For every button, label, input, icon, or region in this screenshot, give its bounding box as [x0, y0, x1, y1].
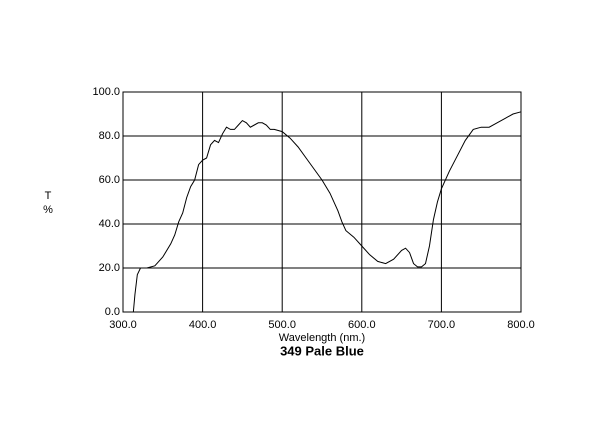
chart-title: 349 Pale Blue: [280, 343, 364, 358]
y-axis-label: T: [45, 190, 52, 202]
y-tick-label: 20.0: [99, 262, 120, 274]
x-axis-label: Wavelength (nm.): [279, 332, 365, 344]
plot-area: [122, 91, 522, 313]
y-tick-label: 40.0: [99, 218, 120, 230]
x-tick-label: 400.0: [189, 319, 217, 331]
x-tick-label: 300.0: [109, 319, 137, 331]
y-tick-label: 60.0: [99, 174, 120, 186]
x-tick-label: 800.0: [507, 319, 535, 331]
data-line: [130, 111, 522, 313]
x-tick-label: 500.0: [268, 319, 296, 331]
x-tick-label: 700.0: [428, 319, 456, 331]
y-tick-label: 80.0: [99, 130, 120, 142]
x-tick-label: 600.0: [348, 319, 376, 331]
y-tick-label: 100.0: [92, 86, 120, 98]
y-axis-label: %: [43, 204, 53, 216]
y-tick-label: 0.0: [105, 306, 120, 318]
